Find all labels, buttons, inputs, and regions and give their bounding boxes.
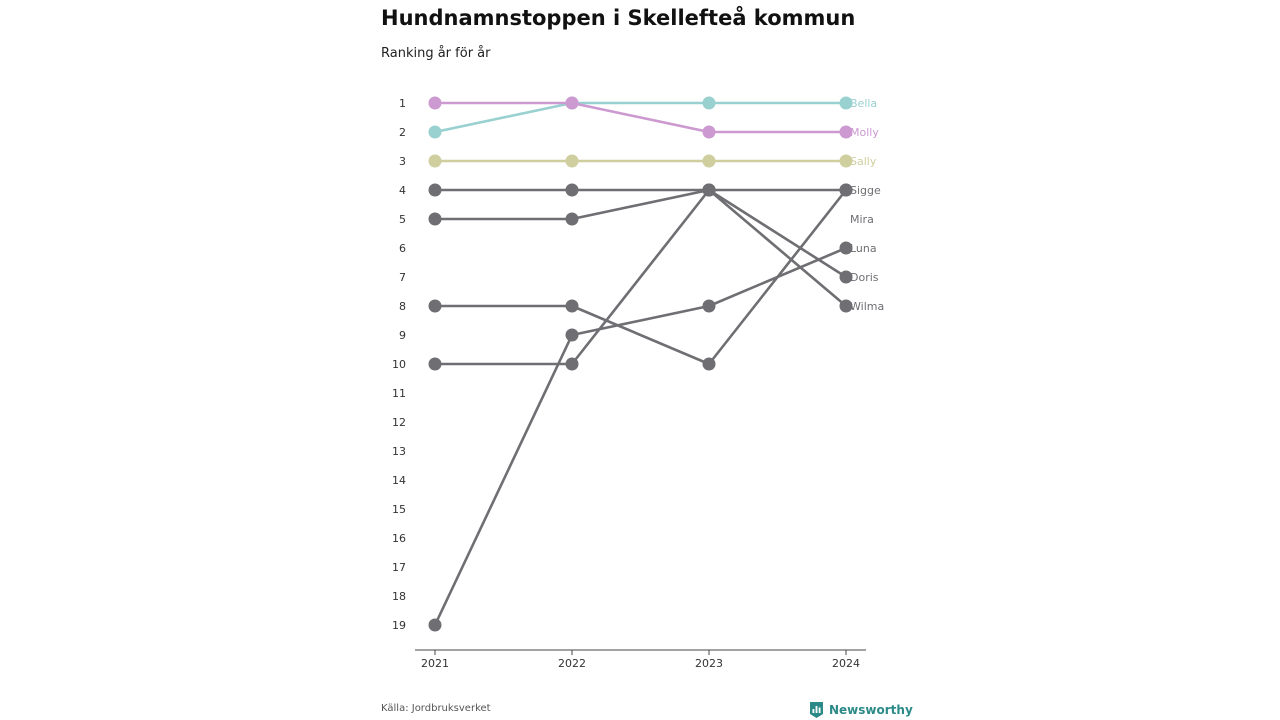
data-point-mira[interactable] [565, 212, 579, 226]
data-point-bella[interactable] [839, 96, 853, 110]
data-point-molly[interactable] [428, 96, 442, 110]
x-axis: 2021 2022 2023 2024 [415, 649, 866, 670]
data-point-sally[interactable] [565, 154, 579, 168]
data-point-bella[interactable] [428, 125, 442, 139]
data-point-mira[interactable] [428, 212, 442, 226]
series-label-doris: Doris [850, 271, 879, 284]
x-tick-label: 2023 [695, 657, 723, 670]
series-line-luna [433, 333, 574, 627]
brand-name: Newsworthy [829, 703, 913, 717]
data-point-sigge[interactable] [428, 183, 442, 197]
newsworthy-logo-icon [810, 702, 823, 718]
data-point-luna[interactable] [839, 241, 853, 255]
y-tick-label: 13 [392, 445, 406, 458]
series-line-bella [433, 101, 574, 134]
series-label-molly: Molly [850, 126, 879, 139]
data-point-molly[interactable] [839, 125, 853, 139]
series-line-mira [570, 188, 711, 221]
series-line-wilma [707, 188, 848, 308]
series-line-luna [570, 304, 711, 337]
chart-title: Hundnamnstoppen i Skellefteå kommun [381, 6, 856, 30]
series-line-doris [707, 188, 848, 366]
data-point-wilma[interactable] [565, 357, 579, 371]
series-line-wilma [570, 188, 711, 366]
series-label-wilma: Wilma [850, 300, 884, 313]
series-line-doris [570, 304, 711, 366]
data-point-unnamed[interactable] [702, 183, 716, 197]
data-point-sally[interactable] [702, 154, 716, 168]
data-point-unnamed[interactable] [839, 270, 853, 284]
data-point-molly[interactable] [565, 96, 579, 110]
chart-subtitle: Ranking år för år [381, 46, 491, 61]
x-tick-label: 2024 [832, 657, 860, 670]
y-tick-label: 17 [392, 561, 406, 574]
series-lines [433, 101, 848, 627]
data-point-doris[interactable] [428, 299, 442, 313]
series-label-luna: Luna [850, 242, 877, 255]
y-tick-label: 4 [399, 184, 406, 197]
y-tick-label: 19 [392, 619, 406, 632]
data-point-sigge[interactable] [565, 183, 579, 197]
data-point-luna[interactable] [702, 299, 716, 313]
y-tick-label: 18 [392, 590, 406, 603]
brand[interactable]: Newsworthy [809, 701, 913, 719]
y-tick-label: 10 [392, 358, 406, 371]
series-label-sigge: Sigge [850, 184, 881, 197]
x-tick-label: 2021 [421, 657, 449, 670]
series-line-unnamed [707, 188, 848, 279]
data-point-sally[interactable] [839, 154, 853, 168]
y-tick-label: 6 [399, 242, 406, 255]
data-point-sally[interactable] [428, 154, 442, 168]
series-points [428, 96, 853, 632]
data-point-molly[interactable] [702, 125, 716, 139]
y-tick-label: 12 [392, 416, 406, 429]
y-tick-label: 11 [392, 387, 406, 400]
data-point-doris[interactable] [839, 183, 853, 197]
data-point-wilma[interactable] [428, 357, 442, 371]
data-point-bella[interactable] [702, 96, 716, 110]
y-tick-label: 3 [399, 155, 406, 168]
series-label-mira: Mira [850, 213, 874, 226]
y-tick-label: 1 [399, 97, 406, 110]
data-point-doris[interactable] [565, 299, 579, 313]
y-tick-label: 15 [392, 503, 406, 516]
y-tick-label: 5 [399, 213, 406, 226]
data-point-luna[interactable] [428, 618, 442, 632]
data-point-luna[interactable] [565, 328, 579, 342]
data-point-wilma[interactable] [839, 299, 853, 313]
series-label-bella: Bella [850, 97, 877, 110]
y-tick-label: 2 [399, 126, 406, 139]
source-note: Källa: Jordbruksverket [381, 703, 491, 714]
x-tick-label: 2022 [558, 657, 586, 670]
y-tick-label: 8 [399, 300, 406, 313]
series-label-sally: Sally [850, 155, 877, 168]
data-point-doris[interactable] [702, 357, 716, 371]
y-tick-label: 14 [392, 474, 406, 487]
y-tick-label: 16 [392, 532, 406, 545]
y-tick-label: 7 [399, 271, 406, 284]
series-end-labels: Bella Molly Sally Sigge Mira Luna Doris Wilma [850, 97, 884, 313]
series-line-molly [570, 101, 711, 134]
y-tick-label: 9 [399, 329, 406, 342]
